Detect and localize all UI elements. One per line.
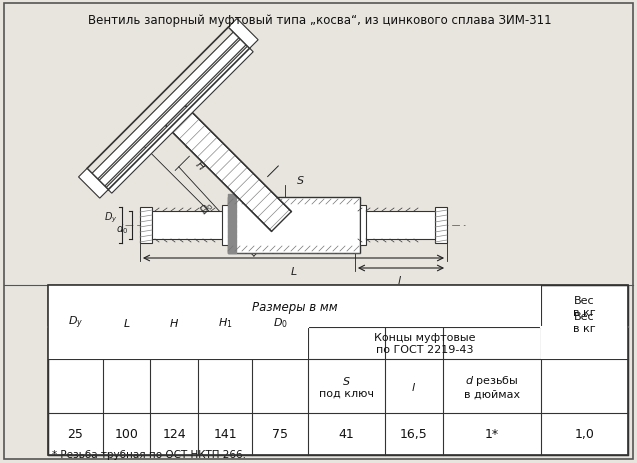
Bar (435, 207, 447, 244)
Text: 16,5: 16,5 (400, 427, 428, 441)
Text: Вес
в кг: Вес в кг (573, 295, 596, 317)
Bar (48, 285, 541, 327)
Bar (48, 327, 308, 359)
Polygon shape (229, 19, 258, 49)
Polygon shape (106, 47, 253, 194)
Bar (150, 327, 198, 359)
Text: $S$: $S$ (296, 174, 304, 186)
Bar (48, 327, 103, 359)
Bar (140, 207, 152, 244)
Text: $D_0$: $D_0$ (197, 198, 217, 217)
Text: 141: 141 (213, 427, 237, 441)
Text: Размеры в мм: Размеры в мм (252, 300, 338, 313)
Polygon shape (92, 33, 239, 180)
Text: $D_0$: $D_0$ (273, 315, 287, 329)
Bar (48, 285, 628, 455)
Polygon shape (78, 169, 108, 199)
Polygon shape (166, 106, 291, 232)
Text: 124: 124 (162, 427, 186, 441)
Text: $L$: $L$ (290, 264, 297, 276)
Bar (152, 212, 232, 239)
Text: Вентиль запорный муфтовый типа „косва“, из цинкового сплава ЗИМ-311: Вентиль запорный муфтовый типа „косва“, … (88, 14, 552, 27)
Text: Концы муфтовые
по ГОСТ 2219-43: Концы муфтовые по ГОСТ 2219-43 (374, 332, 475, 354)
Text: 75: 75 (272, 427, 288, 441)
Bar (541, 327, 628, 359)
Text: 41: 41 (339, 427, 354, 441)
Text: $D_y$: $D_y$ (68, 314, 83, 331)
Polygon shape (99, 40, 246, 187)
Text: $d$ резьбы
в дюймах: $d$ резьбы в дюймах (464, 373, 520, 399)
Text: $D_y$: $D_y$ (104, 210, 118, 225)
Bar (252, 327, 308, 359)
Text: $L$: $L$ (123, 316, 130, 328)
Bar (222, 206, 228, 245)
Text: $H_1$: $H_1$ (218, 315, 233, 329)
Text: $l$: $l$ (397, 274, 403, 285)
Text: 25: 25 (68, 427, 83, 441)
Bar (355, 212, 435, 239)
Text: $H$: $H$ (193, 157, 208, 172)
Text: $d_0$: $d_0$ (116, 222, 128, 235)
Text: Вес
в кг: Вес в кг (573, 312, 596, 333)
Text: $l$: $l$ (412, 380, 417, 392)
Text: 100: 100 (115, 427, 138, 441)
Bar (360, 206, 366, 245)
Bar (198, 327, 252, 359)
Text: $S$
под ключ: $S$ под ключ (319, 375, 374, 398)
Text: 1*: 1* (485, 427, 499, 441)
Bar (103, 327, 150, 359)
Bar (228, 198, 360, 253)
Text: 1,0: 1,0 (575, 427, 594, 441)
Text: $H_1$: $H_1$ (176, 132, 196, 151)
Text: * Резьба трубная по ОСТ НКТП 266.: * Резьба трубная по ОСТ НКТП 266. (52, 449, 246, 459)
Text: $H$: $H$ (169, 316, 179, 328)
Bar (48, 285, 628, 455)
